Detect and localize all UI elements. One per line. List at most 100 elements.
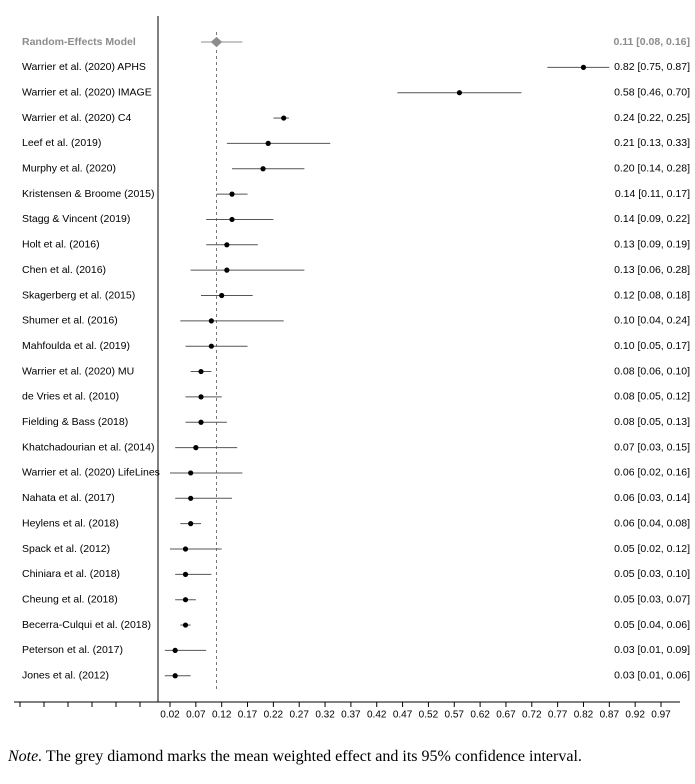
study-point: [208, 318, 214, 324]
study-value: 0.08 [0.05, 0.13]: [614, 416, 690, 428]
x-tick-label: 0.87: [600, 710, 620, 721]
study-point: [182, 546, 189, 552]
x-tick-label: 0.57: [445, 710, 465, 721]
study-value: 0.24 [0.22, 0.25]: [614, 112, 690, 124]
study-point: [172, 673, 178, 679]
x-tick-label: 0.02: [160, 710, 180, 721]
study-label: Warrier et al. (2020) IMAGE: [22, 86, 152, 98]
x-tick-label: 0.27: [289, 710, 309, 721]
study-label: Fielding & Bass (2018): [22, 416, 128, 428]
study-value: 0.14 [0.09, 0.22]: [614, 213, 690, 225]
study-value: 0.14 [0.11, 0.17]: [615, 188, 690, 200]
study-point: [198, 394, 204, 400]
note-lead: Note.: [8, 748, 43, 765]
study-point: [224, 267, 230, 273]
study-point: [188, 495, 194, 501]
study-value: 0.05 [0.03, 0.10]: [614, 568, 690, 580]
study-value: 0.10 [0.05, 0.17]: [614, 340, 690, 352]
study-label: Cheung et al. (2018): [22, 593, 118, 605]
x-tick-label: 0.92: [625, 710, 645, 721]
x-tick-label: 0.12: [212, 710, 232, 721]
study-point: [188, 521, 194, 527]
x-tick-label: 0.72: [522, 710, 542, 721]
study-value: 0.13 [0.06, 0.28]: [614, 264, 690, 276]
study-point: [188, 470, 194, 476]
study-label: Jones et al. (2012): [22, 670, 109, 682]
x-tick-label: 0.52: [419, 710, 439, 721]
study-point: [172, 647, 178, 654]
study-label: Warrier et al. (2020) MU: [22, 365, 134, 377]
study-value: 0.07 [0.03, 0.15]: [614, 441, 690, 453]
study-point: [193, 445, 199, 451]
study-value: 0.06 [0.04, 0.08]: [614, 517, 690, 529]
study-point: [219, 292, 225, 299]
study-label: Warrier et al. (2020) C4: [22, 112, 131, 124]
study-point: [456, 90, 463, 96]
summary-diamond: [210, 36, 223, 48]
study-value: 0.21 [0.13, 0.33]: [614, 137, 690, 149]
study-point: [260, 166, 266, 172]
study-value: 0.82 [0.75, 0.87]: [614, 61, 690, 73]
study-label: Chen et al. (2016): [22, 264, 106, 276]
note-text: The grey diamond marks the mean weighted…: [42, 748, 582, 765]
x-tick-label: 0.37: [341, 710, 361, 721]
x-tick-label: 0.77: [548, 710, 568, 721]
study-label: Warrier et al. (2020) APHS: [22, 61, 146, 73]
study-label: Spack et al. (2012): [22, 543, 110, 555]
study-label: Holt et al. (2016): [22, 239, 100, 251]
x-tick-label: 0.82: [574, 710, 594, 721]
study-point: [224, 242, 230, 248]
x-tick-label: 0.62: [470, 710, 490, 721]
study-point: [198, 368, 204, 375]
study-label: Shumer et al. (2016): [22, 315, 118, 327]
study-value: 0.10 [0.04, 0.24]: [614, 315, 690, 327]
study-point: [265, 140, 271, 146]
study-label: Leef et al. (2019): [22, 137, 101, 149]
x-tick-label: 0.42: [367, 710, 387, 721]
study-label: Murphy et al. (2020): [22, 163, 116, 175]
study-label: Peterson et al. (2017): [22, 644, 123, 656]
study-point: [182, 597, 189, 603]
study-label: Mahfoulda et al. (2019): [22, 340, 130, 352]
study-point: [229, 216, 235, 223]
study-value: 0.58 [0.46, 0.70]: [614, 86, 690, 98]
study-point: [182, 571, 189, 577]
study-label: de Vries et al. (2010): [22, 391, 119, 403]
study-label: Stagg & Vincent (2019): [22, 213, 130, 225]
study-label: Warrier et al. (2020) LifeLines: [22, 467, 160, 479]
study-label: Heylens et al. (2018): [22, 517, 119, 529]
forest-plot: 0.02 0.07 0.12 0.17 0.22 0.27 0.32 0.37 0.42 0.47…: [14, 16, 690, 721]
study-value: 0.13 [0.09, 0.19]: [614, 239, 690, 251]
summary-label: Random-Effects Model: [22, 36, 136, 48]
x-tick-label: 0.67: [496, 710, 516, 721]
x-tick-label: 0.97: [651, 710, 671, 721]
study-value: 0.20 [0.14, 0.28]: [614, 163, 690, 175]
x-tick-label: 0.07: [186, 710, 206, 721]
study-value: 0.03 [0.01, 0.09]: [614, 644, 690, 656]
study-point: [198, 419, 204, 425]
study-point: [208, 343, 214, 349]
x-tick-label: 0.32: [315, 710, 335, 721]
study-label: Chiniara et al. (2018): [22, 568, 120, 580]
study-value: 0.06 [0.02, 0.16]: [614, 467, 690, 479]
figure-note: Note. The grey diamond marks the mean we…: [8, 748, 688, 766]
study-point: [281, 115, 287, 121]
study-label: Khatchadourian et al. (2014): [22, 441, 155, 453]
study-label: Becerra-Culqui et al. (2018): [22, 619, 151, 631]
study-point: [182, 622, 189, 628]
study-value: 0.06 [0.03, 0.14]: [614, 492, 690, 504]
study-value: 0.03 [0.01, 0.06]: [614, 670, 690, 682]
study-value: 0.08 [0.06, 0.10]: [614, 365, 690, 377]
x-tick-label: 0.22: [264, 710, 284, 721]
study-point: [580, 64, 587, 70]
study-point: [229, 191, 235, 197]
study-label: Kristensen & Broome (2015): [22, 188, 154, 200]
study-label: Skagerberg et al. (2015): [22, 289, 135, 301]
study-value: 0.05 [0.02, 0.12]: [614, 543, 690, 555]
study-value: 0.05 [0.03, 0.07]: [614, 593, 690, 605]
study-value: 0.05 [0.04, 0.06]: [614, 619, 690, 631]
x-tick-label: 0.47: [393, 710, 413, 721]
study-value: 0.12 [0.08, 0.18]: [614, 289, 690, 301]
study-value: 0.08 [0.05, 0.12]: [614, 391, 690, 403]
x-tick-label: 0.17: [238, 710, 258, 721]
